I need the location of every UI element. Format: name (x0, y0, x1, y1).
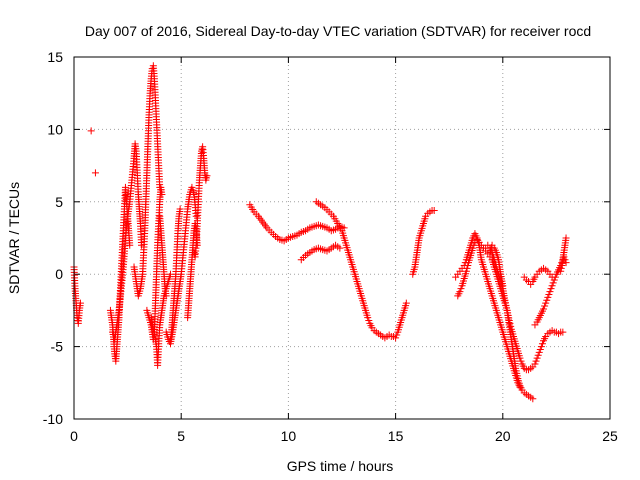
data-point (534, 351, 542, 359)
data-point (557, 267, 565, 275)
data-point (531, 360, 539, 368)
data-point (507, 322, 515, 330)
series-seg-w (531, 234, 570, 329)
series-seg-e (109, 140, 146, 343)
data-point (516, 354, 524, 362)
data-point (392, 334, 400, 342)
data-point (562, 234, 570, 242)
data-point (464, 262, 472, 270)
chart-title: Day 007 of 2016, Sidereal Day-to-day VTE… (85, 23, 591, 39)
data-point (203, 172, 211, 180)
series-seg-f (130, 62, 164, 300)
data-point (457, 285, 465, 293)
y-tick-label: 15 (47, 49, 63, 65)
data-point (546, 288, 554, 296)
x-tick-label: 20 (495, 428, 511, 444)
data-point (543, 296, 551, 304)
series-seg-l (184, 220, 201, 322)
y-tick-label: 10 (47, 121, 63, 137)
x-tick-label: 10 (281, 428, 297, 444)
data-point (456, 288, 464, 296)
data-point (188, 183, 196, 191)
data-point (192, 212, 200, 220)
data-point (162, 292, 170, 300)
data-point (537, 343, 545, 351)
series-seg-p (312, 198, 410, 342)
x-tick-label: 0 (70, 428, 78, 444)
series-seg-k (162, 183, 200, 348)
y-tick-label: 0 (55, 266, 63, 282)
data-point (499, 282, 507, 290)
data-points (70, 62, 570, 403)
x-tick-labels: 0 5 10 15 20 25 (70, 428, 618, 444)
series-seg-a (70, 263, 84, 327)
data-point (560, 253, 568, 261)
data-point (535, 348, 543, 356)
data-point (549, 279, 557, 287)
data-point (506, 319, 514, 327)
x-tick-label: 15 (388, 428, 404, 444)
data-point (562, 259, 570, 267)
data-point (158, 191, 166, 199)
y-tick-label: 5 (55, 194, 63, 210)
series-seg-o (297, 241, 344, 264)
y-tick-label: -10 (43, 411, 63, 427)
series-seg-b (87, 127, 95, 135)
data-point (126, 241, 134, 249)
series-seg-x (557, 253, 570, 275)
x-axis-label: GPS time / hours (287, 458, 394, 474)
x-tick-label: 25 (602, 428, 618, 444)
data-point (176, 205, 184, 213)
data-point (559, 328, 567, 336)
data-point (548, 282, 556, 290)
y-tick-labels: -10 -5 0 5 10 15 (43, 49, 63, 427)
data-point (402, 299, 410, 307)
data-point (462, 267, 470, 275)
series-seg-c (91, 169, 99, 177)
data-point (536, 345, 544, 353)
data-point (547, 285, 555, 293)
series-seg-q (409, 206, 438, 278)
data-point (551, 273, 559, 281)
data-point (76, 299, 84, 307)
data-point (393, 331, 401, 339)
data-point (544, 293, 552, 301)
data-point (550, 276, 558, 284)
data-point (364, 314, 372, 322)
data-point (365, 317, 373, 325)
data-point (533, 354, 541, 362)
data-point (561, 256, 569, 264)
data-point (430, 206, 438, 214)
data-point (541, 302, 549, 310)
series-seg-h (147, 270, 174, 369)
data-point (542, 299, 550, 307)
data-point (538, 340, 546, 348)
series-seg-v (520, 264, 556, 288)
series-seg-m (190, 143, 211, 261)
data-point (470, 241, 478, 249)
data-point (87, 127, 95, 135)
data-point (545, 290, 553, 298)
x-tick-label: 5 (177, 428, 185, 444)
data-point (532, 357, 540, 365)
plot-frame (73, 56, 611, 420)
data-point (336, 244, 344, 252)
y-axis-label: SDTVAR / TECUs (6, 182, 22, 294)
data-point (540, 305, 548, 313)
data-point (529, 395, 537, 403)
data-point (517, 357, 525, 365)
series-seg-n (246, 201, 348, 245)
series-seg-g (143, 183, 166, 343)
data-point (505, 317, 513, 325)
series-seg-u (486, 241, 507, 290)
series-seg-i (156, 212, 170, 300)
data-point (469, 244, 477, 252)
data-point (91, 169, 99, 177)
y-tick-label: -5 (51, 339, 64, 355)
data-point (557, 264, 565, 272)
data-point (463, 264, 471, 272)
